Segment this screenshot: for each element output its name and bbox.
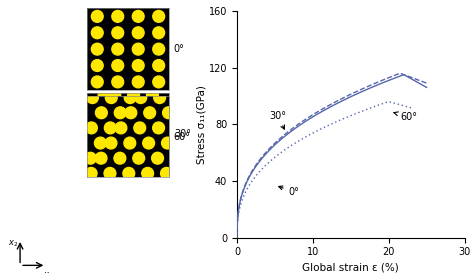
Text: 60°: 60° bbox=[394, 112, 417, 122]
Circle shape bbox=[146, 89, 158, 101]
Circle shape bbox=[134, 122, 146, 134]
Circle shape bbox=[100, 119, 111, 131]
Circle shape bbox=[118, 119, 130, 131]
Circle shape bbox=[84, 134, 96, 146]
Text: $x_1$: $x_1$ bbox=[43, 270, 53, 273]
Text: 60°: 60° bbox=[174, 132, 191, 141]
Circle shape bbox=[91, 10, 103, 22]
Circle shape bbox=[85, 165, 97, 177]
Circle shape bbox=[144, 107, 155, 119]
Circle shape bbox=[161, 165, 173, 177]
Circle shape bbox=[112, 43, 124, 55]
Circle shape bbox=[132, 60, 144, 72]
Circle shape bbox=[84, 152, 96, 164]
Circle shape bbox=[89, 119, 100, 131]
Circle shape bbox=[95, 107, 107, 119]
Circle shape bbox=[91, 76, 103, 88]
Circle shape bbox=[156, 119, 168, 131]
Circle shape bbox=[114, 152, 126, 164]
Circle shape bbox=[124, 92, 136, 103]
Circle shape bbox=[153, 60, 164, 72]
Circle shape bbox=[105, 137, 117, 149]
Circle shape bbox=[154, 92, 165, 103]
Circle shape bbox=[87, 92, 98, 103]
Circle shape bbox=[133, 152, 145, 164]
Circle shape bbox=[163, 107, 174, 119]
Circle shape bbox=[153, 27, 164, 39]
Circle shape bbox=[104, 167, 116, 179]
Circle shape bbox=[98, 89, 110, 101]
Circle shape bbox=[85, 167, 97, 179]
Circle shape bbox=[95, 134, 107, 146]
Circle shape bbox=[104, 122, 116, 134]
Circle shape bbox=[142, 104, 154, 116]
Circle shape bbox=[115, 122, 127, 134]
Text: $x_2$: $x_2$ bbox=[8, 238, 18, 249]
X-axis label: Global strain ε (%): Global strain ε (%) bbox=[302, 263, 399, 273]
Circle shape bbox=[125, 107, 137, 119]
Text: 30°: 30° bbox=[269, 111, 286, 129]
Circle shape bbox=[112, 10, 124, 22]
Circle shape bbox=[114, 107, 126, 119]
Circle shape bbox=[128, 150, 139, 161]
Circle shape bbox=[132, 76, 144, 88]
Circle shape bbox=[153, 122, 164, 134]
Circle shape bbox=[104, 165, 116, 177]
Circle shape bbox=[95, 152, 107, 164]
Circle shape bbox=[85, 122, 97, 134]
Circle shape bbox=[90, 150, 102, 161]
Circle shape bbox=[153, 10, 164, 22]
Circle shape bbox=[104, 104, 116, 116]
Circle shape bbox=[132, 10, 144, 22]
Circle shape bbox=[123, 165, 135, 177]
Circle shape bbox=[153, 43, 164, 55]
Circle shape bbox=[135, 92, 146, 103]
Circle shape bbox=[132, 134, 144, 146]
Text: 0°: 0° bbox=[174, 44, 185, 54]
Circle shape bbox=[142, 167, 154, 179]
Circle shape bbox=[132, 43, 144, 55]
Circle shape bbox=[143, 137, 155, 149]
Circle shape bbox=[123, 104, 135, 116]
Circle shape bbox=[124, 137, 136, 149]
Circle shape bbox=[112, 60, 124, 72]
Circle shape bbox=[142, 165, 154, 177]
Circle shape bbox=[109, 150, 120, 161]
Circle shape bbox=[91, 43, 103, 55]
Circle shape bbox=[161, 167, 173, 179]
Circle shape bbox=[91, 60, 103, 72]
Circle shape bbox=[152, 152, 164, 164]
Circle shape bbox=[94, 137, 106, 149]
Circle shape bbox=[105, 92, 117, 103]
Circle shape bbox=[112, 27, 124, 39]
Circle shape bbox=[91, 27, 103, 39]
Y-axis label: Stress σ₁₁(GPa): Stress σ₁₁(GPa) bbox=[196, 85, 206, 164]
Circle shape bbox=[123, 167, 135, 179]
Circle shape bbox=[153, 76, 164, 88]
Circle shape bbox=[137, 119, 149, 131]
Circle shape bbox=[132, 27, 144, 39]
Text: 0°: 0° bbox=[279, 186, 300, 197]
Text: 30°: 30° bbox=[174, 129, 191, 139]
Circle shape bbox=[151, 134, 163, 146]
Circle shape bbox=[109, 89, 121, 101]
Circle shape bbox=[161, 104, 173, 116]
Circle shape bbox=[146, 150, 158, 161]
Circle shape bbox=[162, 137, 173, 149]
Circle shape bbox=[93, 104, 105, 116]
Circle shape bbox=[113, 134, 125, 146]
Circle shape bbox=[128, 89, 139, 101]
Circle shape bbox=[112, 76, 124, 88]
